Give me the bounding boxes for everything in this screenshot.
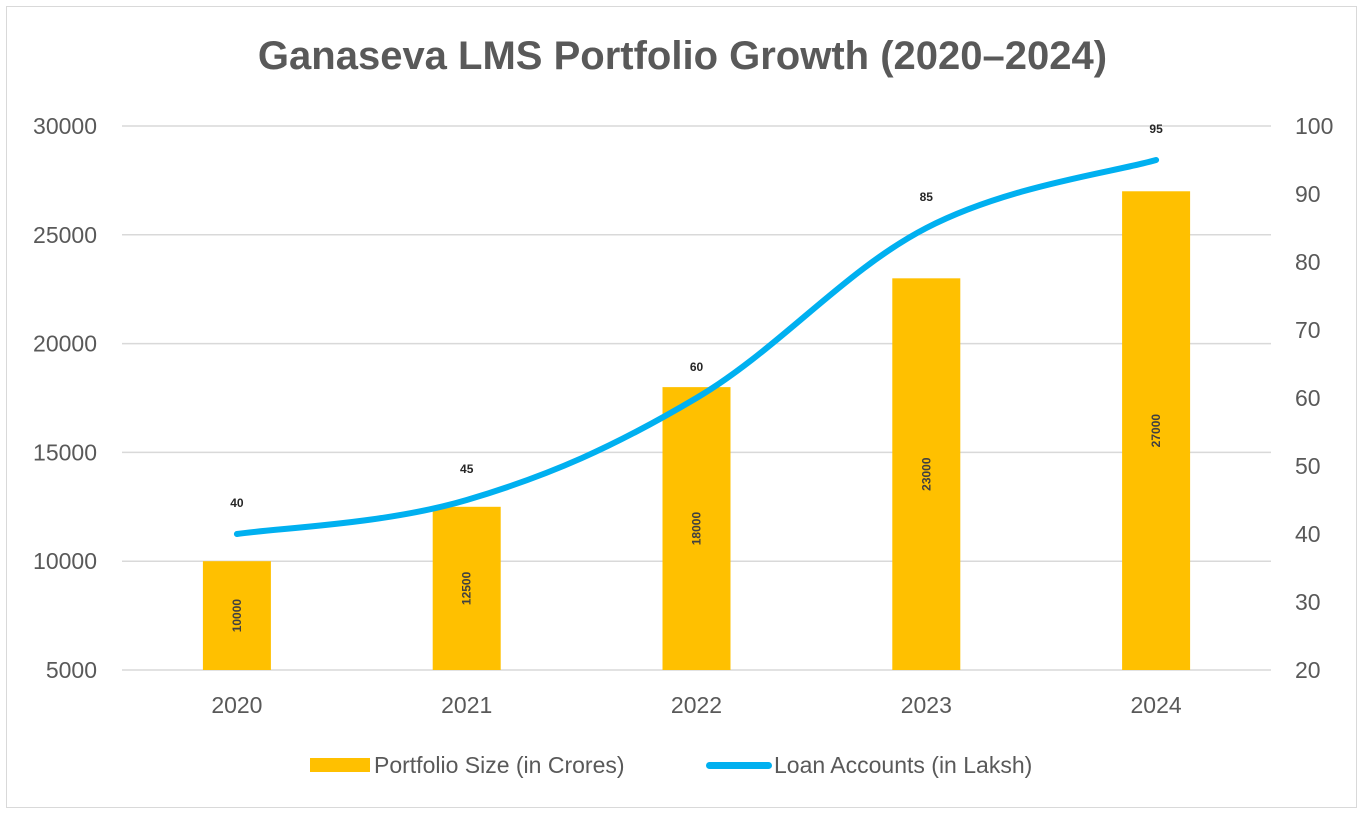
line-series: 40 45 60 85 95 — [230, 122, 1163, 537]
bar-data-label: 10000 — [230, 599, 244, 633]
right-axis: 20 30 40 50 60 70 80 90 100 — [1295, 113, 1333, 683]
legend-swatch-loan-accounts — [706, 761, 772, 769]
bar — [202, 561, 271, 670]
bar-series: 10000 12500 18000 23000 27000 — [202, 191, 1191, 670]
bar — [1122, 191, 1191, 670]
bar-data-label: 12500 — [460, 571, 474, 605]
left-axis: 5000 10000 15000 20000 25000 30000 — [33, 113, 97, 683]
legend-label-portfolio: Portfolio Size (in Crores) — [374, 751, 625, 778]
x-axis-tick-label: 2023 — [901, 692, 952, 718]
x-axis-tick-label: 2024 — [1131, 692, 1182, 718]
left-axis-tick-label: 30000 — [33, 113, 97, 139]
bar — [432, 506, 501, 670]
right-axis-tick-label: 100 — [1295, 113, 1333, 139]
left-axis-tick-label: 10000 — [33, 548, 97, 574]
line-data-label: 95 — [1149, 122, 1163, 136]
left-axis-tick-label: 15000 — [33, 439, 97, 465]
line-data-label: 40 — [230, 496, 244, 510]
right-axis-tick-label: 50 — [1295, 453, 1321, 479]
left-axis-tick-label: 20000 — [33, 331, 97, 357]
left-axis-tick-label: 5000 — [46, 657, 97, 683]
line-data-label: 45 — [460, 462, 474, 476]
x-axis-tick-label: 2022 — [671, 692, 722, 718]
legend-label-loan-accounts: Loan Accounts (in Laksh) — [774, 751, 1033, 778]
legend-swatch-portfolio — [310, 758, 370, 772]
bar — [892, 278, 961, 670]
line-data-label: 60 — [690, 360, 704, 374]
legend-item-portfolio: Portfolio Size (in Crores) — [310, 750, 625, 780]
x-axis: 2020 2021 2022 2023 2024 — [211, 692, 1182, 718]
line-data-label: 85 — [920, 190, 934, 204]
x-axis-tick-label: 2020 — [211, 692, 262, 718]
right-axis-tick-label: 80 — [1295, 249, 1321, 275]
bar-data-label: 18000 — [690, 512, 704, 546]
legend: Portfolio Size (in Crores) Loan Accounts… — [0, 750, 1365, 780]
right-axis-tick-label: 90 — [1295, 181, 1321, 207]
line-path — [233, 157, 1160, 537]
right-axis-tick-label: 30 — [1295, 589, 1321, 615]
chart-title: Ganaseva LMS Portfolio Growth (2020–2024… — [257, 34, 1108, 78]
right-axis-tick-label: 20 — [1295, 657, 1321, 683]
right-axis-tick-label: 40 — [1295, 521, 1321, 547]
bar-data-label: 23000 — [919, 457, 933, 491]
right-axis-tick-label: 60 — [1295, 385, 1321, 411]
left-axis-tick-label: 25000 — [33, 222, 97, 248]
legend-item-loan-accounts: Loan Accounts (in Laksh) — [706, 750, 1032, 780]
right-axis-tick-label: 70 — [1295, 317, 1321, 343]
x-axis-tick-label: 2021 — [441, 692, 492, 718]
bar — [662, 387, 731, 670]
bar-data-label: 27000 — [1149, 414, 1163, 448]
